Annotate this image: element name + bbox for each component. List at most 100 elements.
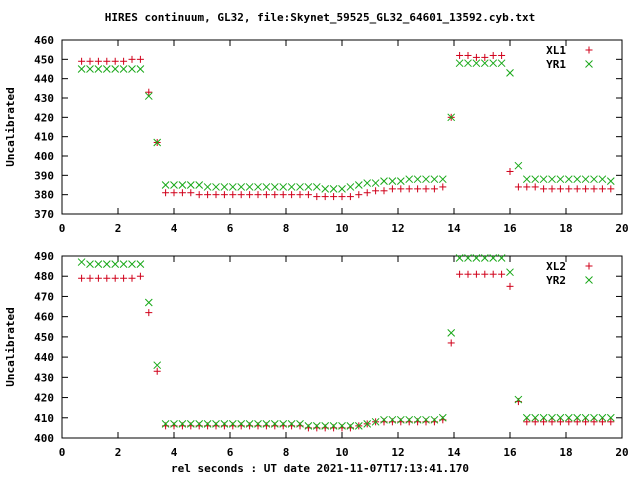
cross-marker-b [447, 328, 456, 337]
data-point-YR1 [94, 65, 103, 73]
data-point-XL2 [582, 418, 590, 426]
cross-marker-b [430, 415, 439, 424]
cross-marker-b [573, 175, 582, 184]
cross-marker-b [363, 419, 372, 428]
data-point-YR2 [497, 254, 506, 262]
data-point-YR2 [371, 417, 380, 426]
cross-marker-b [254, 183, 262, 191]
cross-marker-b [564, 175, 573, 184]
cross-marker-b [245, 419, 254, 428]
y-tick-label: 480 [34, 270, 54, 283]
data-point-XL1 [128, 55, 136, 63]
cross-marker-b [506, 69, 514, 77]
data-point-YR2 [279, 419, 288, 428]
data-point-YR1 [296, 183, 304, 191]
data-point-YR1 [304, 183, 313, 191]
cross-marker-b [472, 254, 481, 262]
cross-marker-b [396, 415, 405, 424]
x-tick-label: 16 [503, 222, 517, 235]
cross-marker-b [564, 413, 573, 422]
data-point-XL2 [523, 418, 531, 426]
data-point-XL2 [540, 418, 548, 426]
data-point-XL2 [447, 339, 455, 347]
cross-marker-b [228, 183, 237, 191]
cross-marker-b [522, 413, 531, 422]
x-tick-label: 10 [335, 446, 348, 459]
x-tick-label: 14 [447, 222, 461, 235]
data-point-YR2 [304, 422, 313, 430]
cross-marker-b [321, 185, 330, 193]
data-point-YR2 [455, 254, 464, 262]
cross-marker-b [186, 181, 195, 189]
data-point-XL1 [456, 51, 464, 59]
cross-marker-b [396, 177, 405, 185]
data-point-XL1 [187, 189, 195, 197]
data-point-YR1 [270, 183, 279, 191]
data-point-YR2 [522, 413, 531, 422]
cross-marker-b [321, 422, 330, 430]
data-point-YR1 [170, 181, 178, 189]
data-point-XL1 [430, 185, 438, 193]
x-tick-label: 2 [115, 222, 122, 235]
data-point-XL1 [489, 51, 497, 59]
x-tick-label: 18 [559, 222, 572, 235]
cross-marker-b [514, 161, 523, 170]
data-point-YR2 [548, 413, 556, 422]
cross-marker-b [506, 268, 514, 277]
data-point-YR2 [111, 260, 120, 268]
data-point-YR2 [388, 415, 397, 424]
data-point-XL2 [590, 418, 598, 426]
data-point-XL2 [565, 418, 573, 426]
data-point-YR2 [195, 419, 204, 428]
y-tick-label: 370 [34, 208, 54, 221]
data-point-XL1 [523, 183, 531, 191]
data-point-YR1 [598, 175, 607, 184]
legend-label-YR1: YR1 [546, 58, 566, 71]
data-point-YR2 [531, 413, 540, 422]
cross-marker-b [270, 183, 279, 191]
data-point-XL1 [262, 191, 270, 199]
cross-marker-b [438, 175, 447, 184]
y-tick-label: 460 [34, 34, 54, 47]
y-tick-label: 450 [34, 53, 54, 66]
data-point-YR2 [514, 395, 523, 404]
data-point-XL1 [472, 53, 480, 61]
data-point-YR1 [430, 175, 439, 184]
cross-marker-b [531, 413, 540, 422]
data-point-YR1 [354, 181, 363, 189]
data-point-XL1 [548, 185, 556, 193]
data-point-YR1 [312, 183, 321, 191]
cross-marker-b [312, 183, 321, 191]
cross-marker-b [329, 422, 338, 430]
cross-marker-b [363, 179, 372, 187]
data-point-XL2 [489, 270, 497, 278]
cross-marker-b [119, 260, 128, 268]
cross-marker-b [405, 175, 414, 184]
data-point-YR1 [178, 181, 187, 189]
cross-marker-b [279, 183, 288, 191]
cross-marker-b [220, 183, 229, 191]
cross-marker-b [590, 175, 598, 184]
data-point-YR1 [489, 59, 498, 68]
data-point-XL2 [111, 274, 119, 282]
data-point-XL1 [363, 189, 371, 197]
cross-marker-b [522, 175, 531, 184]
legend-label-YR2: YR2 [546, 274, 566, 287]
data-point-YR2 [581, 413, 590, 422]
plot-frame [61, 39, 623, 215]
cross-marker-b [170, 181, 178, 189]
cross-marker-b [371, 417, 380, 426]
cross-marker-b [497, 59, 506, 68]
data-point-YR1 [102, 65, 111, 73]
cross-marker-b [489, 254, 498, 262]
y-tick-label: 420 [34, 111, 54, 124]
data-point-XL2 [598, 418, 606, 426]
y-tick-label: 390 [34, 169, 54, 182]
x-tick-label: 4 [171, 222, 178, 235]
cross-marker-b [287, 183, 296, 191]
data-point-YR2 [598, 413, 607, 422]
cross-marker-b [346, 422, 355, 430]
cross-marker-b [262, 183, 271, 191]
cross-marker-b [447, 113, 456, 122]
